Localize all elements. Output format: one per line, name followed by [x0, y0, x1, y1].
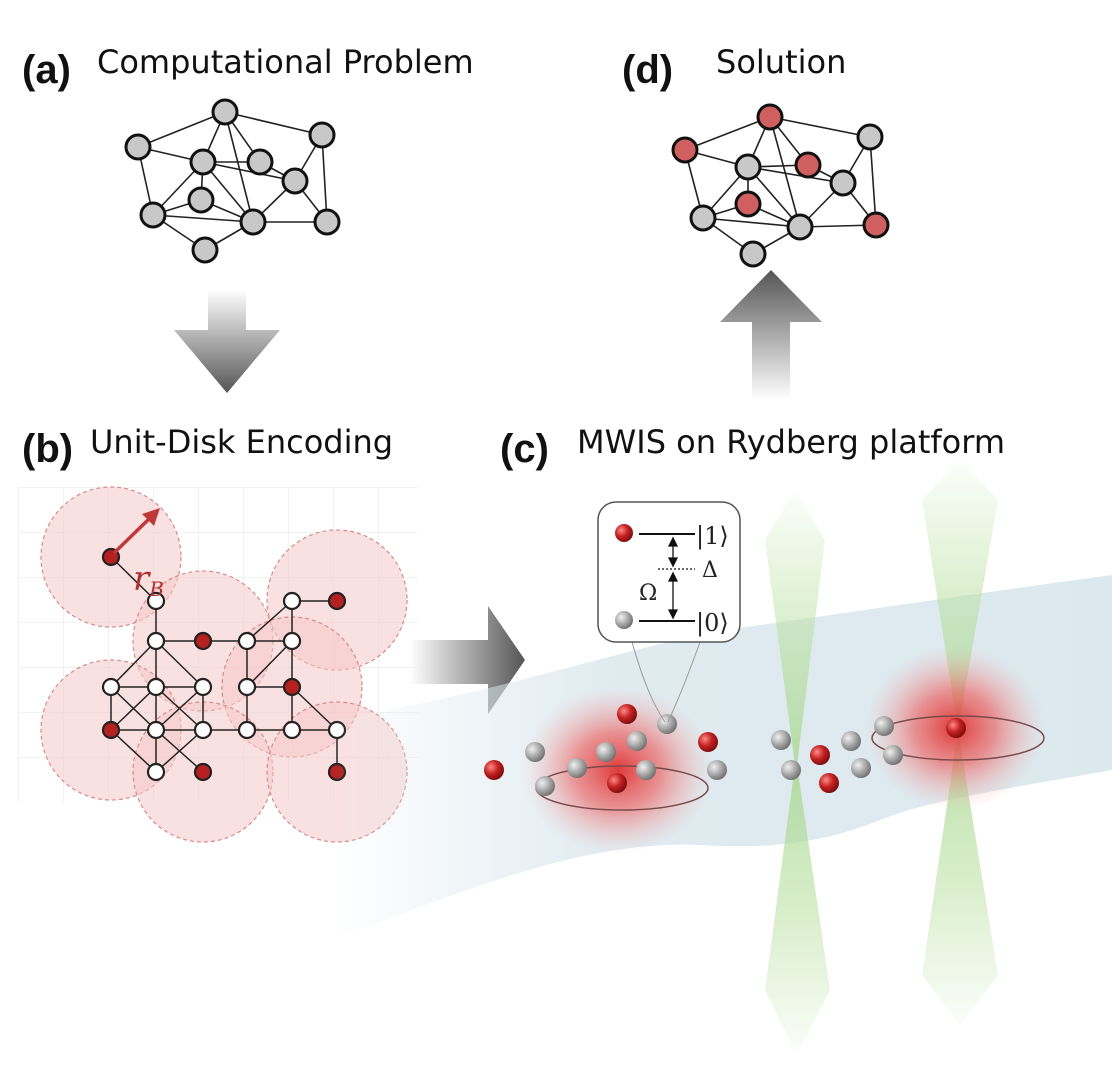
- vertex: [282, 720, 302, 740]
- ground-atom: [627, 731, 647, 751]
- ground-atom: [771, 730, 791, 750]
- selected-vertex: [193, 762, 213, 782]
- ground-atom: [657, 714, 677, 734]
- transition-arrows: [667, 536, 679, 620]
- vertex: [101, 677, 121, 697]
- rydberg-platform: |1⟩ |0⟩ Δ Ω: [330, 460, 1112, 1055]
- vertex: [237, 677, 257, 697]
- graph-node: [308, 121, 336, 149]
- graph-node: [239, 208, 267, 236]
- graph-node: [246, 148, 274, 176]
- rydberg-atom: [819, 773, 839, 793]
- excitation-ring: [871, 715, 1045, 761]
- selected-vertex: [101, 720, 121, 740]
- selected-node: [734, 190, 762, 218]
- graph-node: [281, 167, 309, 195]
- ground-state-label: |0⟩: [696, 609, 729, 638]
- ground-atom: [636, 760, 656, 780]
- ground-atom: [567, 758, 587, 778]
- vertex: [146, 677, 166, 697]
- problem-graph-nodes: [124, 98, 341, 264]
- atoms: [484, 704, 966, 796]
- ground-atom: [841, 731, 861, 751]
- graph-node: [187, 186, 215, 214]
- vertex: [146, 591, 166, 611]
- graph-node: [856, 123, 884, 151]
- ground-atom: [851, 758, 871, 778]
- selected-vertex: [282, 677, 302, 697]
- level-diagram-callout: |1⟩ |0⟩ Δ Ω: [597, 501, 741, 723]
- selected-node: [671, 136, 699, 164]
- vertex: [193, 677, 213, 697]
- radius-label: rB: [133, 559, 164, 601]
- panel-c-title: MWIS on Rydberg platform: [577, 423, 1005, 461]
- panel-b-letter: (b): [22, 427, 73, 471]
- graph-node: [786, 213, 814, 241]
- vertex: [146, 720, 166, 740]
- vertex: [146, 762, 166, 782]
- graph-node: [191, 236, 219, 264]
- excited-state-label: |1⟩: [696, 522, 729, 551]
- graph-node: [734, 153, 762, 181]
- selected-vertex: [193, 631, 213, 651]
- up-arrow: [720, 270, 822, 400]
- rydberg-atom: [617, 704, 637, 724]
- ground-atom: [874, 716, 894, 736]
- vertex: [146, 631, 166, 651]
- panel-c-letter: (c): [500, 427, 549, 471]
- ground-atom: [781, 760, 801, 780]
- rydberg-atom: [484, 760, 504, 780]
- rydberg-atom: [946, 718, 966, 738]
- graph-node: [739, 240, 767, 268]
- rydberg-atom: [698, 732, 718, 752]
- panel-d-letter: (d): [622, 48, 673, 92]
- panel-d-title: Solution: [716, 43, 846, 81]
- vertex: [237, 720, 257, 740]
- selected-node: [756, 103, 784, 131]
- graph-node: [313, 208, 341, 236]
- graph-node: [124, 133, 152, 161]
- ground-atom: [707, 760, 727, 780]
- ground-atom: [596, 742, 616, 762]
- level-diagram-box: [597, 501, 741, 643]
- graph-node: [189, 148, 217, 176]
- unit-disk-vertices: [101, 547, 347, 782]
- rydberg-atom-icon: [615, 524, 633, 542]
- panel-a-letter: (a): [22, 48, 71, 92]
- ground-atom: [535, 776, 555, 796]
- ground-atom-icon: [615, 611, 633, 629]
- down-arrow: [174, 290, 280, 393]
- rydberg-atom: [810, 745, 830, 765]
- graph-node: [689, 204, 717, 232]
- vertex: [193, 720, 213, 740]
- rabi-label: Ω: [639, 581, 657, 606]
- graph-node: [829, 169, 857, 197]
- detuning-label: Δ: [702, 558, 718, 583]
- selected-node: [862, 211, 890, 239]
- vertex: [237, 631, 257, 651]
- graph-node: [211, 98, 239, 126]
- graph-node: [139, 201, 167, 229]
- panel-b-title: Unit-Disk Encoding: [90, 423, 393, 461]
- selected-node: [794, 151, 822, 179]
- vertex: [282, 631, 302, 651]
- ground-atom: [883, 745, 903, 765]
- panel-a-title: Computational Problem: [97, 43, 474, 81]
- selected-vertex: [327, 591, 347, 611]
- radius-arrow: [112, 508, 160, 555]
- rydberg-atom: [607, 773, 627, 793]
- ground-atom: [525, 742, 545, 762]
- vertex: [282, 591, 302, 611]
- solution-graph-nodes: [671, 103, 890, 268]
